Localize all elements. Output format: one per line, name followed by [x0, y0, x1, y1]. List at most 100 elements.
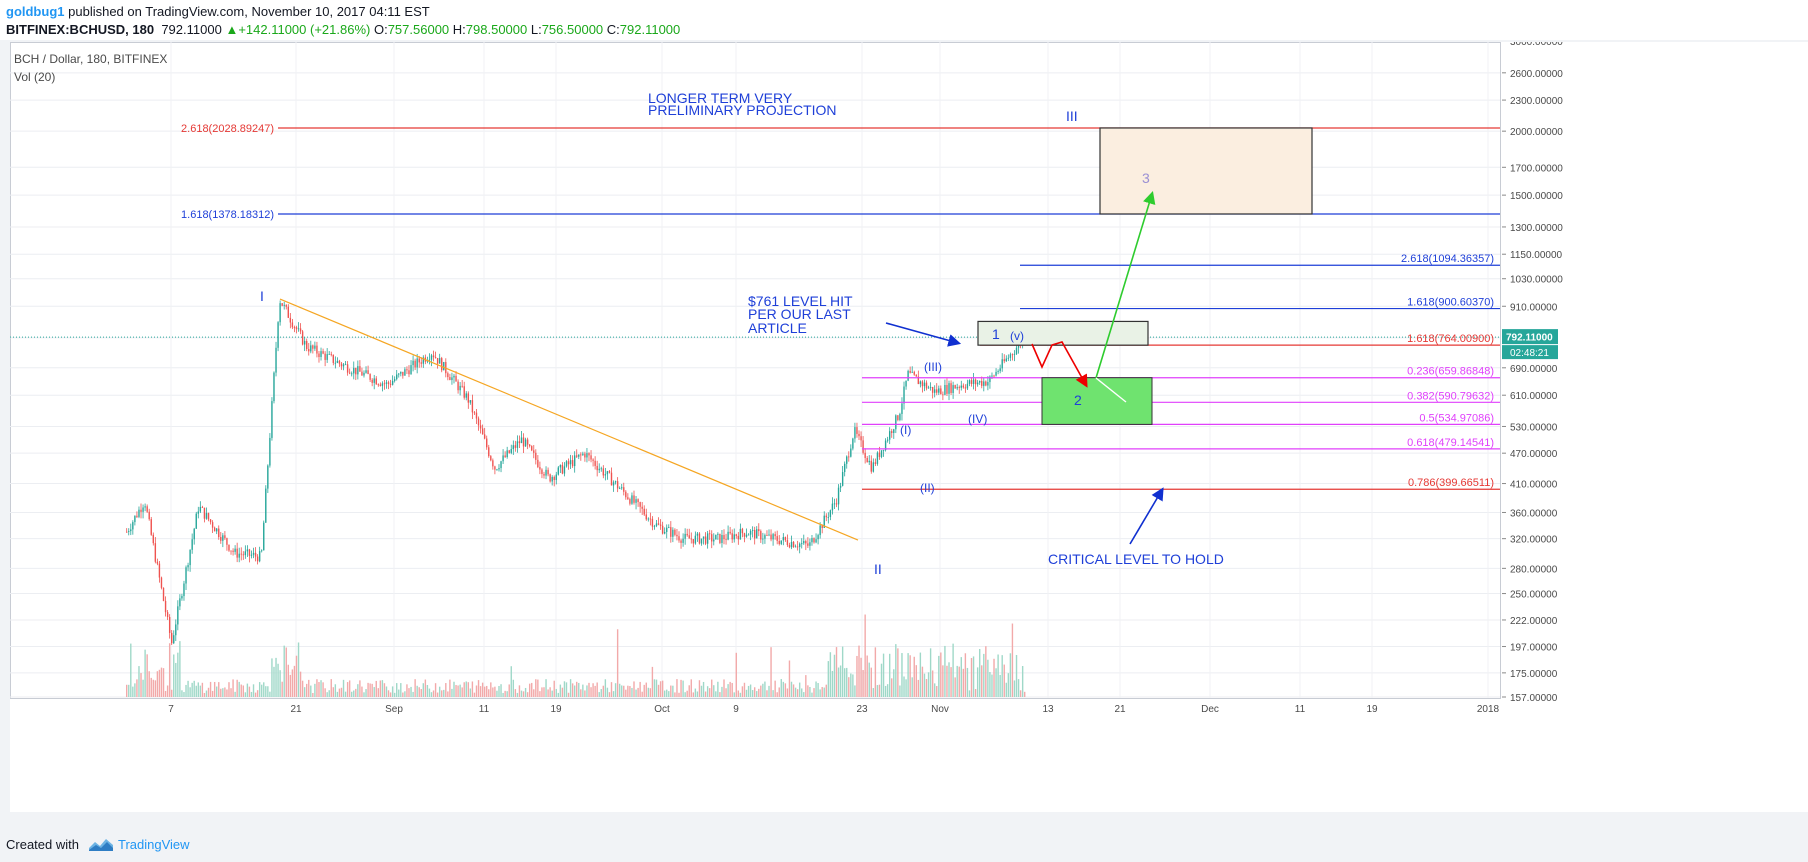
- candle-body: [128, 531, 130, 532]
- volume-bar: [692, 692, 695, 697]
- volume-bar: [666, 689, 668, 697]
- candle-body: [500, 461, 502, 469]
- volume-bar: [199, 685, 202, 697]
- volume-bar: [805, 675, 807, 697]
- candle-body: [821, 525, 823, 528]
- volume-bar: [355, 688, 357, 697]
- candle-body: [162, 587, 165, 601]
- candle-body: [524, 439, 527, 447]
- volume-bar: [142, 679, 144, 697]
- volume-bar: [541, 687, 543, 697]
- volume-bar: [338, 688, 341, 697]
- candle-body: [328, 353, 330, 355]
- volume-bar: [471, 681, 474, 697]
- candle-body: [625, 491, 627, 498]
- level-hit-note-line2: PER OUR LAST: [748, 306, 851, 322]
- candle-body: [578, 454, 580, 457]
- volume-bar: [958, 666, 960, 697]
- candle-body: [201, 506, 204, 508]
- candle-body: [774, 534, 776, 537]
- volume-bar: [780, 679, 782, 697]
- volume-bar: [635, 689, 637, 697]
- volume-bar: [614, 683, 617, 697]
- candle-body: [727, 531, 729, 540]
- volume-bar: [469, 688, 472, 697]
- candle-body: [275, 347, 277, 373]
- candle-body: [514, 445, 517, 448]
- candle-body: [1015, 347, 1018, 354]
- candle-body: [342, 364, 345, 367]
- volume-bar: [931, 670, 934, 697]
- volume-bar: [561, 687, 564, 697]
- last-price: 792.11000: [161, 22, 222, 37]
- candle-body: [289, 317, 292, 323]
- volume-bar: [265, 686, 267, 697]
- volume-bar: [273, 666, 275, 697]
- candle-body: [674, 529, 676, 535]
- tradingview-brand[interactable]: TradingView: [118, 837, 190, 852]
- volume-bar: [479, 686, 482, 697]
- candle-body: [211, 522, 214, 528]
- candle-body: [698, 533, 701, 544]
- volume-bar: [383, 683, 386, 697]
- volume-bar: [177, 652, 179, 697]
- candle-body: [655, 523, 658, 526]
- ohlc-line: BITFINEX:BCHUSD, 180 792.11000 ▲+142.110…: [6, 22, 680, 37]
- volume-bar: [596, 682, 598, 697]
- candle-body: [353, 367, 355, 374]
- candle-body: [269, 437, 271, 466]
- volume-bar: [950, 667, 952, 697]
- volume-bar: [776, 692, 778, 697]
- volume-bar: [465, 681, 467, 697]
- candle-body: [717, 533, 719, 535]
- volume-bar: [263, 682, 265, 697]
- volume-bar: [261, 684, 263, 697]
- volume-bar: [416, 685, 418, 697]
- volume-bar: [402, 692, 404, 697]
- volume-bar: [430, 692, 433, 697]
- volume-bar: [428, 688, 431, 697]
- candle-body: [584, 453, 586, 458]
- author-link[interactable]: goldbug1: [6, 4, 65, 19]
- volume-bar: [618, 683, 621, 697]
- x-tick-label: 11: [479, 704, 490, 715]
- fib-level-label: 2.618(1094.36357): [1401, 253, 1494, 265]
- volume-bar: [201, 682, 204, 697]
- candle-body: [402, 371, 404, 376]
- candle-body: [467, 393, 470, 403]
- volume-bar: [588, 682, 590, 697]
- volume-bar: [801, 688, 803, 697]
- candle-body: [594, 460, 596, 466]
- candle-body: [944, 384, 946, 395]
- volume-bar: [708, 688, 711, 697]
- candle-body: [721, 535, 723, 543]
- candle-body: [989, 376, 991, 383]
- candle-body: [526, 439, 529, 445]
- candle-body: [203, 507, 206, 519]
- volume-bar: [753, 687, 756, 697]
- volume-bar: [211, 690, 214, 697]
- x-tick-label: Dec: [1201, 704, 1219, 715]
- volume-bar: [647, 687, 650, 697]
- candle-body: [790, 541, 793, 548]
- volume-bar: [972, 656, 975, 697]
- candle-body: [747, 534, 750, 536]
- candle-body: [978, 380, 981, 383]
- volume-bar: [897, 648, 899, 697]
- volume-bar: [831, 670, 834, 697]
- candle-body: [520, 437, 523, 444]
- candle-body: [940, 388, 942, 395]
- candle-body: [387, 382, 390, 384]
- wave-III-label: III: [1066, 108, 1078, 124]
- wave-iv-label: (IV): [968, 412, 987, 426]
- candle-body: [915, 374, 917, 377]
- chart-area[interactable]: 3000.00000 2600.00000 2300.00000 2000.00000…: [10, 42, 1808, 812]
- candle-body: [741, 528, 744, 534]
- candle-body: [860, 436, 862, 441]
- countdown-tag-bg: [1502, 345, 1558, 360]
- candle-body: [995, 371, 997, 376]
- volume-bar: [796, 689, 799, 697]
- volume-bar: [301, 680, 304, 697]
- x-tick-label: Sep: [385, 704, 403, 715]
- price-chart[interactable]: 3000.00000 2600.00000 2300.00000 2000.00000…: [10, 42, 1808, 812]
